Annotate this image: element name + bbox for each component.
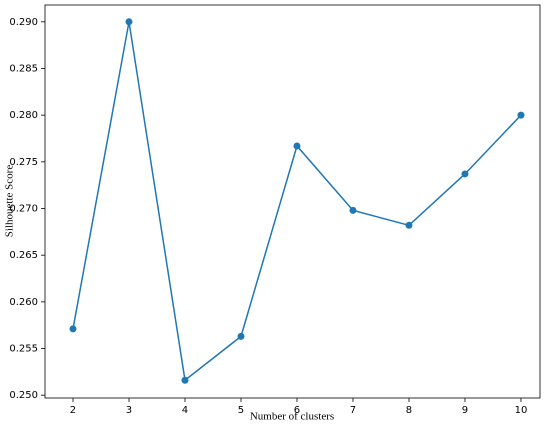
point (125, 18, 133, 26)
point (181, 376, 189, 384)
point (237, 332, 245, 340)
point (405, 221, 413, 229)
point (517, 111, 525, 119)
point (461, 170, 469, 178)
x-axis-label: Number of clusters (250, 411, 334, 423)
x-tick-label: 3 (126, 405, 132, 416)
point (293, 142, 301, 150)
x-tick-label: 9 (462, 405, 468, 416)
x-tick-label: 10 (515, 405, 528, 416)
point (349, 206, 357, 214)
point (69, 325, 77, 333)
x-tick-label: 7 (350, 405, 356, 416)
x-tick-label: 2 (70, 405, 76, 416)
y-tick-label: 0.285 (9, 63, 38, 74)
y-tick-label: 0.260 (9, 297, 38, 308)
y-tick-label: 0.255 (9, 344, 38, 355)
x-tick-label: 6 (294, 405, 300, 416)
y-tick-label: 0.280 (9, 110, 38, 121)
y-tick-label: 0.270 (9, 204, 38, 215)
y-axis-label: Silhouette Score (4, 165, 16, 238)
plot-frame (44, 4, 541, 399)
y-tick-label: 0.265 (9, 250, 38, 261)
y-tick-label: 0.250 (9, 390, 38, 401)
x-tick-label: 8 (406, 405, 412, 416)
y-tick-label: 0.290 (9, 17, 38, 28)
y-tick-label: 0.275 (9, 157, 38, 168)
line (72, 21, 522, 382)
x-tick-label: 4 (182, 405, 188, 416)
x-tick-label: 5 (238, 405, 244, 416)
